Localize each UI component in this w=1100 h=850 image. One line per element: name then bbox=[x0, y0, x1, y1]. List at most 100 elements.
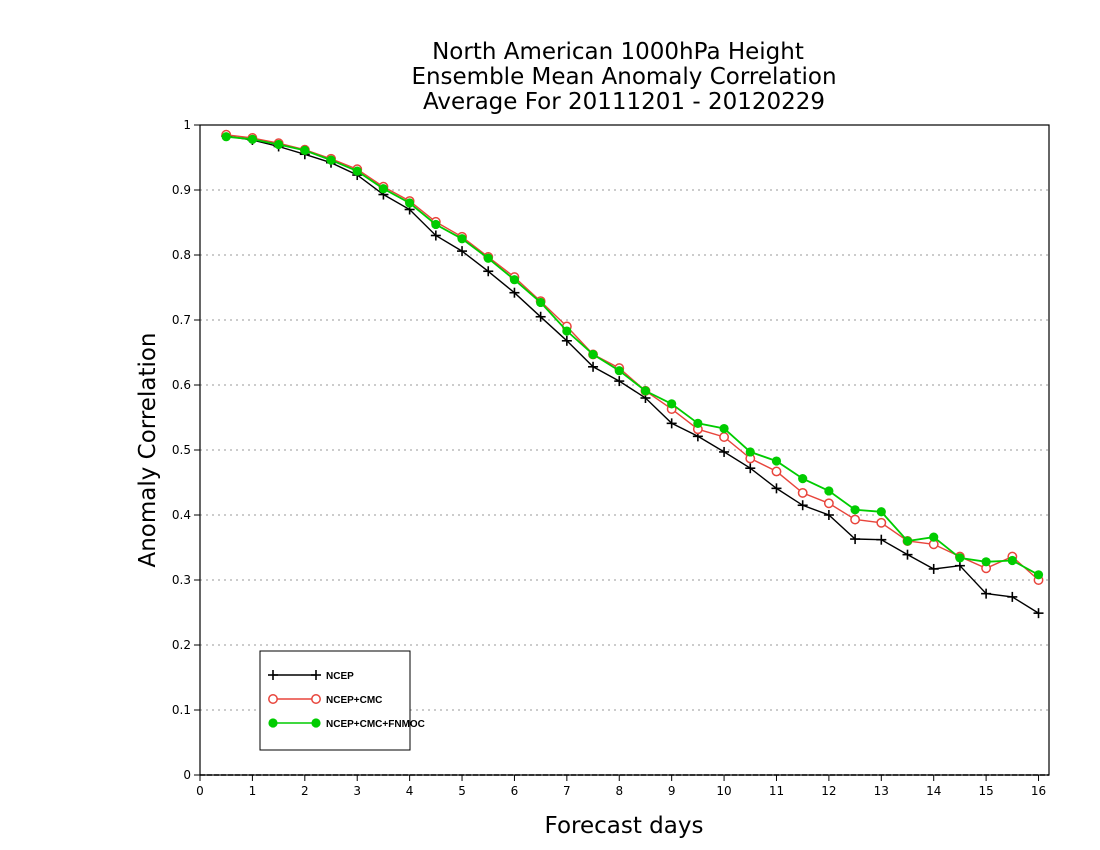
data-point bbox=[902, 549, 913, 560]
data-point bbox=[457, 234, 467, 244]
data-point bbox=[955, 553, 965, 563]
y-tick-label: 0.4 bbox=[172, 508, 191, 522]
data-point bbox=[823, 510, 834, 520]
data-point bbox=[719, 423, 729, 434]
data-point bbox=[876, 517, 887, 528]
data-point bbox=[562, 326, 572, 336]
data-point bbox=[824, 486, 834, 496]
data-point bbox=[457, 246, 468, 257]
y-tick-label: 0.6 bbox=[172, 378, 191, 392]
data-point bbox=[588, 361, 599, 372]
data-point bbox=[1007, 555, 1017, 566]
legend-item: NCEP+CMC bbox=[268, 694, 382, 706]
legend-marker-end bbox=[311, 670, 321, 680]
gridlines bbox=[200, 189, 1049, 711]
data-point bbox=[326, 155, 336, 165]
chart-title-line-2: Ensemble Mean Anomaly Correlation bbox=[411, 64, 836, 90]
data-point bbox=[797, 487, 808, 498]
x-tick-label: 15 bbox=[978, 784, 993, 798]
x-tick-label: 3 bbox=[353, 784, 361, 798]
x-tick-label: 1 bbox=[249, 784, 257, 798]
x-tick-label: 11 bbox=[769, 784, 784, 798]
data-point bbox=[929, 532, 939, 542]
series-ncep-cmc-fnmoc bbox=[221, 132, 1044, 580]
data-point bbox=[300, 145, 310, 155]
series-line bbox=[226, 135, 1039, 576]
legend-item: NCEP bbox=[268, 670, 354, 682]
x-axis-label: Forecast days bbox=[545, 813, 704, 839]
x-tick-label: 0 bbox=[196, 784, 204, 798]
y-tick-label: 0 bbox=[183, 768, 191, 782]
legend-item: NCEP+CMC+FNMOC bbox=[268, 718, 425, 730]
data-point bbox=[981, 588, 992, 599]
data-point bbox=[823, 498, 834, 509]
x-tick-label: 14 bbox=[926, 784, 941, 798]
data-point bbox=[850, 514, 861, 525]
legend-box bbox=[259, 650, 411, 751]
data-point bbox=[614, 366, 624, 376]
x-tick-label: 4 bbox=[406, 784, 414, 798]
data-point bbox=[221, 132, 231, 142]
data-point bbox=[405, 198, 415, 208]
y-tick-label: 0.2 bbox=[172, 638, 191, 652]
legend-marker-start bbox=[268, 694, 278, 704]
legend-marker-start bbox=[268, 718, 278, 728]
data-point bbox=[535, 311, 546, 322]
y-tick-label: 0.5 bbox=[172, 443, 191, 457]
legend-label: NCEP bbox=[326, 671, 354, 682]
series-line bbox=[226, 134, 1039, 581]
data-point bbox=[850, 534, 861, 545]
data-point bbox=[588, 349, 598, 360]
data-point bbox=[536, 297, 546, 308]
data-point bbox=[1007, 591, 1018, 602]
x-tick-label: 6 bbox=[511, 784, 519, 798]
y-tick-label: 0.9 bbox=[172, 183, 191, 197]
data-point bbox=[483, 266, 494, 277]
data-point bbox=[430, 230, 441, 241]
legend: NCEP NCEP+CMC NCEP+CMC+FNMOC bbox=[259, 650, 425, 751]
data-point bbox=[876, 507, 886, 517]
x-axis-ticks: 0 1 2 3 4 5 6 7 8 9 10 11 12 13 14 15 16 bbox=[196, 775, 1046, 798]
chart-title: North American 1000hPa Height Ensemble M… bbox=[411, 39, 836, 115]
data-point bbox=[850, 505, 860, 515]
y-axis-label: Anomaly Correlation bbox=[135, 332, 161, 567]
data-point bbox=[1033, 608, 1044, 619]
series-ncep bbox=[221, 131, 1044, 619]
data-point bbox=[247, 134, 258, 144]
chart-title-line-3: Average For 20111201 - 20120229 bbox=[423, 89, 825, 115]
data-point bbox=[274, 139, 284, 150]
y-tick-label: 0.1 bbox=[172, 703, 191, 717]
data-point bbox=[509, 287, 520, 298]
data-point bbox=[771, 466, 782, 477]
y-tick-label: 0.8 bbox=[172, 248, 191, 262]
data-point bbox=[667, 399, 677, 409]
x-tick-label: 13 bbox=[874, 784, 889, 798]
data-point bbox=[431, 219, 441, 230]
x-tick-label: 9 bbox=[668, 784, 676, 798]
y-tick-label: 0.7 bbox=[172, 313, 191, 327]
legend-marker-end bbox=[311, 718, 321, 728]
legend-marker-end bbox=[311, 694, 321, 704]
series-ncep-cmc bbox=[221, 129, 1044, 585]
data-point bbox=[509, 275, 520, 285]
legend-label: NCEP+CMC bbox=[326, 695, 382, 706]
x-tick-label: 7 bbox=[563, 784, 571, 798]
data-point bbox=[745, 447, 755, 457]
data-point bbox=[797, 500, 808, 511]
x-tick-label: 2 bbox=[301, 784, 309, 798]
data-point bbox=[1033, 570, 1044, 580]
x-tick-label: 12 bbox=[821, 784, 836, 798]
y-axis-ticks: 0 0.1 0.2 0.3 0.4 0.5 0.6 0.7 0.8 0.9 1 bbox=[172, 118, 200, 782]
data-point bbox=[719, 446, 730, 457]
data-point bbox=[771, 483, 782, 494]
data-point bbox=[745, 463, 756, 474]
data-point bbox=[798, 474, 808, 484]
data-point bbox=[902, 536, 913, 546]
y-tick-label: 1 bbox=[183, 118, 191, 132]
data-point bbox=[666, 418, 677, 429]
x-tick-label: 10 bbox=[716, 784, 731, 798]
chart-title-line-1: North American 1000hPa Height bbox=[432, 39, 804, 65]
data-point bbox=[719, 432, 730, 442]
legend-marker-start bbox=[268, 670, 278, 680]
x-tick-label: 16 bbox=[1031, 784, 1046, 798]
